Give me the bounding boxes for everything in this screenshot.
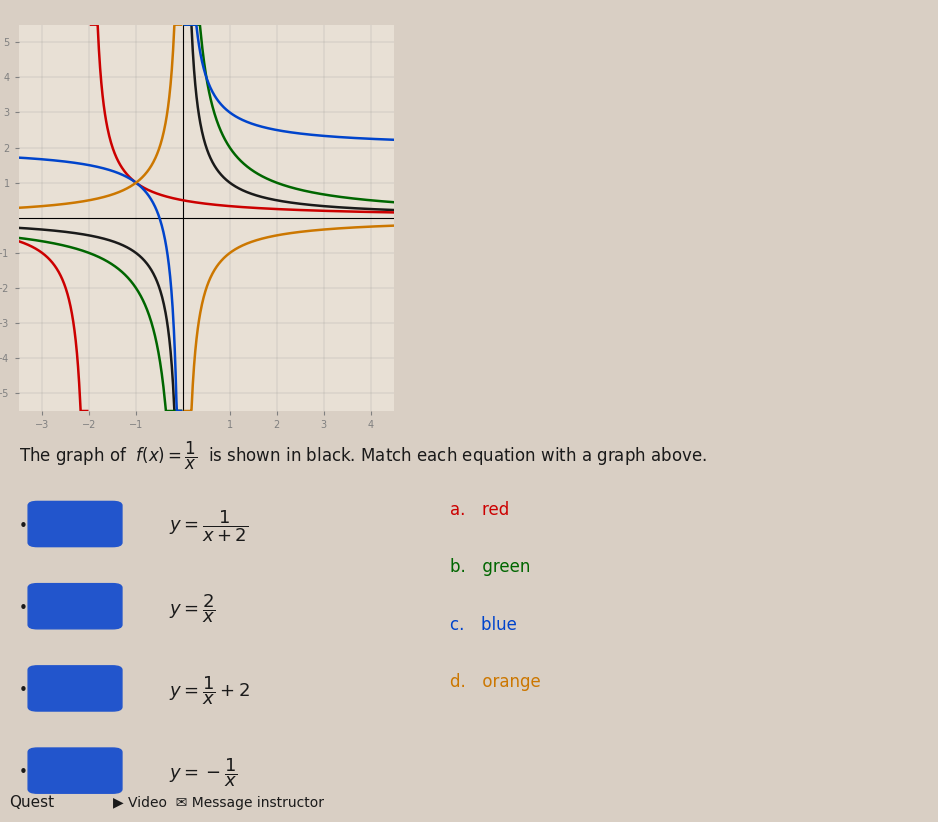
Text: The graph of  $f(x) = \dfrac{1}{x}$  is shown in black. Match each equation with: The graph of $f(x) = \dfrac{1}{x}$ is sh… [19, 440, 707, 472]
Text: •: • [19, 765, 27, 780]
FancyBboxPatch shape [28, 666, 122, 711]
FancyBboxPatch shape [28, 584, 122, 629]
Text: b. green: b. green [450, 558, 531, 576]
Text: •: • [19, 601, 27, 616]
FancyBboxPatch shape [28, 748, 122, 793]
Text: a. red: a. red [450, 501, 509, 519]
Text: ▶ Video  ✉ Message instructor: ▶ Video ✉ Message instructor [113, 796, 324, 810]
Text: c. blue: c. blue [450, 616, 517, 634]
Text: $y = \dfrac{2}{x}$: $y = \dfrac{2}{x}$ [169, 592, 216, 625]
Text: $y = \dfrac{1}{x} + 2$: $y = \dfrac{1}{x} + 2$ [169, 674, 250, 707]
Text: Quest: Quest [9, 795, 54, 810]
Text: •: • [19, 683, 27, 698]
Text: $y = \dfrac{1}{x+2}$: $y = \dfrac{1}{x+2}$ [169, 508, 249, 544]
Text: •: • [19, 519, 27, 533]
Text: d. orange: d. orange [450, 673, 541, 691]
FancyBboxPatch shape [28, 501, 122, 547]
Text: $y = -\dfrac{1}{x}$: $y = -\dfrac{1}{x}$ [169, 756, 237, 789]
